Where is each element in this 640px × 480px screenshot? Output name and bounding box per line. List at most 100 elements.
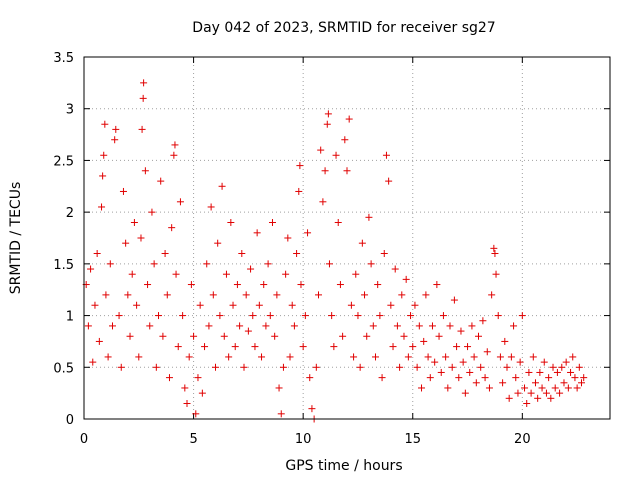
y-tick-label: 0.5	[53, 361, 74, 376]
data-point	[369, 322, 377, 330]
data-point	[510, 322, 518, 330]
data-point	[255, 301, 263, 309]
data-point	[275, 384, 283, 392]
data-point	[168, 224, 176, 232]
y-tick-label: 2.5	[53, 154, 74, 169]
data-point	[218, 182, 226, 190]
data-point	[496, 353, 504, 361]
data-point	[341, 136, 349, 144]
data-point	[139, 94, 147, 102]
data-point	[578, 379, 586, 387]
data-point	[187, 281, 195, 289]
data-point	[317, 146, 325, 154]
data-point	[100, 151, 108, 159]
data-point	[304, 229, 312, 237]
data-point	[352, 270, 360, 278]
data-point	[262, 322, 270, 330]
data-point	[308, 405, 316, 413]
data-point	[455, 374, 463, 382]
data-point	[354, 312, 362, 320]
data-point	[214, 239, 222, 247]
data-point	[220, 332, 228, 340]
data-point	[339, 332, 347, 340]
data-point	[157, 177, 165, 185]
data-point	[240, 363, 248, 371]
data-point	[183, 399, 191, 407]
data-point	[494, 312, 502, 320]
data-point	[426, 374, 434, 382]
data-point	[503, 363, 511, 371]
data-point	[491, 250, 499, 258]
y-tick-label: 3	[66, 103, 74, 118]
data-point	[385, 177, 393, 185]
data-point	[284, 234, 292, 242]
data-point	[328, 312, 336, 320]
data-point	[477, 363, 485, 371]
data-point	[536, 368, 544, 376]
data-point	[150, 260, 158, 268]
data-point	[271, 332, 279, 340]
data-point	[400, 332, 408, 340]
data-point	[479, 317, 487, 325]
data-point	[334, 218, 342, 226]
data-point	[172, 270, 180, 278]
data-point	[365, 213, 373, 221]
data-point	[84, 322, 92, 330]
data-point	[444, 384, 452, 392]
data-point	[253, 229, 261, 237]
data-point	[433, 281, 441, 289]
data-point	[315, 291, 323, 299]
data-point	[266, 312, 274, 320]
data-point	[138, 125, 146, 133]
data-point	[431, 358, 439, 366]
data-point	[534, 394, 542, 402]
data-point	[179, 312, 187, 320]
data-point	[514, 389, 522, 397]
data-point	[323, 120, 331, 128]
data-point	[251, 343, 259, 351]
data-point	[124, 291, 132, 299]
data-point	[91, 301, 99, 309]
data-point	[296, 162, 304, 170]
y-tick-label: 3.5	[53, 51, 74, 66]
data-point	[89, 358, 97, 366]
data-point	[457, 327, 465, 335]
data-point	[512, 374, 520, 382]
data-point	[137, 234, 145, 242]
data-point	[104, 353, 112, 361]
data-point	[464, 343, 472, 351]
data-point	[411, 301, 419, 309]
data-point	[483, 348, 491, 356]
data-point	[196, 301, 204, 309]
data-point	[380, 250, 388, 258]
data-point	[501, 337, 509, 345]
data-point	[490, 244, 498, 252]
data-point	[87, 265, 95, 273]
data-point	[297, 281, 305, 289]
data-point	[481, 374, 489, 382]
data-point	[273, 291, 281, 299]
data-point	[562, 358, 570, 366]
data-point	[415, 322, 423, 330]
data-point	[453, 343, 461, 351]
data-point	[171, 141, 179, 149]
data-point	[229, 301, 237, 309]
data-point	[527, 389, 535, 397]
data-point	[159, 332, 167, 340]
data-point	[152, 363, 160, 371]
data-point	[330, 343, 338, 351]
data-point	[126, 332, 134, 340]
data-point	[472, 379, 480, 387]
data-point	[393, 322, 401, 330]
data-point	[492, 270, 500, 278]
data-point	[98, 203, 106, 211]
data-point	[312, 363, 320, 371]
data-point	[398, 291, 406, 299]
data-point	[545, 374, 553, 382]
data-point	[99, 172, 107, 180]
data-point	[135, 353, 143, 361]
gridlines	[84, 57, 610, 419]
data-point	[108, 322, 116, 330]
data-point	[148, 208, 156, 216]
x-tick-label: 5	[189, 432, 197, 447]
